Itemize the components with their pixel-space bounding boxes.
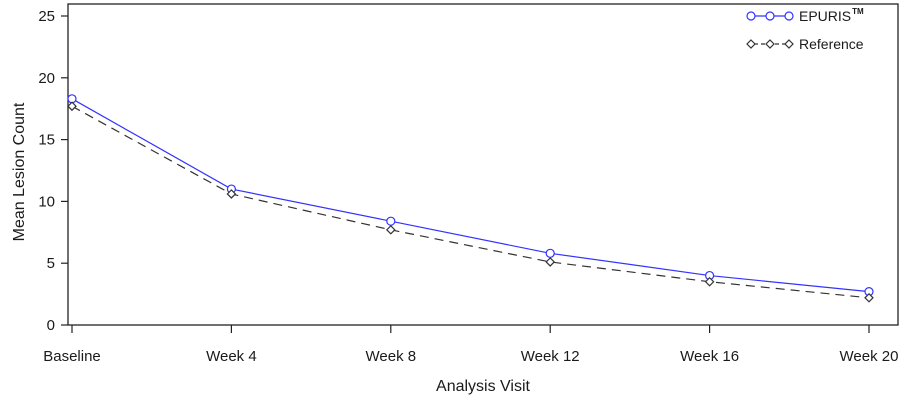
data-point xyxy=(67,101,77,112)
data-point xyxy=(545,257,556,267)
y-axis: 0 5 10 15 20 25 xyxy=(38,8,68,334)
data-point xyxy=(386,216,396,226)
y-tick-label: 25 xyxy=(38,8,55,25)
data-point xyxy=(765,11,775,21)
legend-trademark: TM xyxy=(852,7,864,16)
data-point xyxy=(226,189,237,199)
data-point xyxy=(784,39,794,49)
legend-label: EPURIS xyxy=(799,8,851,24)
y-tick-label: 5 xyxy=(47,255,55,272)
series-epuris xyxy=(67,94,874,297)
legend: EPURIS TM Reference xyxy=(746,7,864,52)
series-line xyxy=(71,98,870,293)
x-tick-label: Baseline xyxy=(43,348,101,365)
plot-frame xyxy=(67,3,899,326)
y-tick-label: 10 xyxy=(38,193,55,210)
y-tick-label: 0 xyxy=(47,317,55,334)
x-axis: Baseline Week 4 Week 8 Week 12 Week 16 Week 2… xyxy=(43,325,898,365)
x-tick-label: Week 12 xyxy=(521,348,580,365)
y-tick-label: 15 xyxy=(38,132,55,149)
x-axis-title: Analysis Visit xyxy=(436,378,531,395)
data-point xyxy=(864,292,874,303)
data-point xyxy=(746,39,756,49)
legend-label: Reference xyxy=(799,36,864,52)
legend-item: EPURIS TM xyxy=(746,7,864,24)
x-tick-label: Week 16 xyxy=(680,348,739,365)
x-tick-label: Week 8 xyxy=(366,348,417,365)
y-axis-title: Mean Lesion Count xyxy=(11,102,28,241)
x-tick-label: Week 4 xyxy=(206,348,257,365)
x-tick-label: Week 20 xyxy=(840,348,899,365)
data-point xyxy=(704,276,715,287)
data-point xyxy=(746,11,756,21)
series-reference xyxy=(67,101,874,303)
y-tick-label: 20 xyxy=(38,70,55,87)
data-point xyxy=(385,224,396,235)
data-point xyxy=(784,11,794,21)
legend-item: Reference xyxy=(746,36,864,52)
data-point xyxy=(545,248,555,258)
series-layer xyxy=(67,94,874,303)
series-line xyxy=(71,105,870,299)
data-point xyxy=(765,39,775,49)
